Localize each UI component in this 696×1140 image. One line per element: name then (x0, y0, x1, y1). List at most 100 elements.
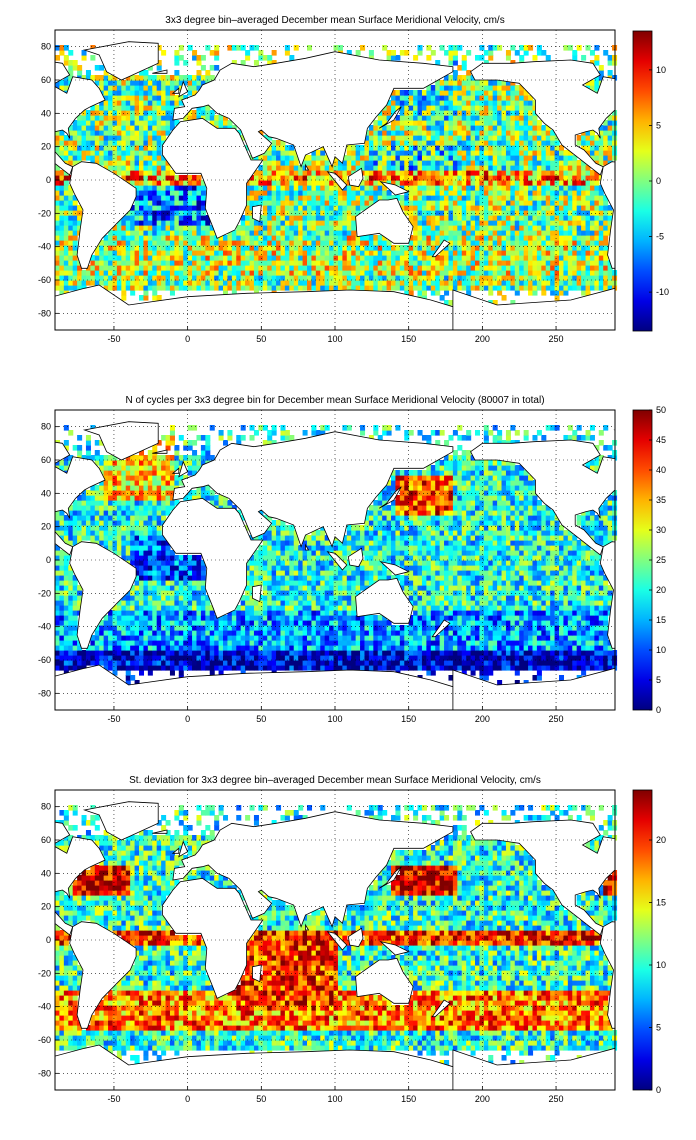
heatmap-cell (152, 175, 158, 181)
heatmap-cell (497, 85, 503, 91)
heatmap-cell (528, 240, 534, 246)
heatmap-cell (187, 270, 193, 276)
heatmap-cell (399, 170, 405, 176)
heatmap-cell (492, 665, 498, 671)
heatmap-cell (134, 230, 140, 236)
heatmap-cell (488, 665, 494, 671)
heatmap-cell (329, 230, 335, 236)
heatmap-cell (528, 665, 534, 671)
heatmap-cell (479, 130, 485, 136)
heatmap-cell (187, 255, 193, 261)
heatmap-cell (161, 115, 167, 121)
heatmap-cell (514, 665, 520, 671)
heatmap-cell (364, 175, 370, 181)
heatmap-cell (200, 250, 206, 256)
heatmap-cell (156, 190, 162, 196)
heatmap-cell (324, 160, 330, 166)
heatmap-cell (240, 245, 246, 251)
heatmap-cell (475, 130, 481, 136)
heatmap-cell (421, 130, 427, 136)
heatmap-cell (585, 170, 591, 176)
heatmap-cell (589, 650, 595, 656)
heatmap-cell (116, 265, 122, 271)
heatmap-cell (536, 155, 542, 161)
heatmap-cell (421, 205, 427, 211)
heatmap-cell (510, 225, 516, 231)
heatmap-cell (541, 280, 547, 286)
heatmap-cell (337, 275, 343, 281)
heatmap-cell (227, 255, 233, 261)
heatmap-cell (532, 205, 538, 211)
heatmap-cell (240, 255, 246, 261)
heatmap-cell (452, 200, 458, 206)
heatmap-cell (399, 270, 405, 276)
heatmap-cell (594, 75, 600, 81)
heatmap-cell (541, 260, 547, 266)
heatmap-cell (90, 270, 96, 276)
heatmap-cell (200, 215, 206, 221)
heatmap-cell (200, 645, 206, 651)
heatmap-cell (183, 215, 189, 221)
heatmap-cell (594, 150, 600, 156)
heatmap-cell (329, 225, 335, 231)
heatmap-cell (223, 115, 229, 121)
heatmap-cell (355, 160, 361, 166)
heatmap-cell (311, 220, 317, 226)
heatmap-cell (298, 270, 304, 276)
heatmap-cell (567, 215, 573, 221)
heatmap-cell (156, 640, 162, 646)
heatmap-cell (444, 180, 450, 186)
heatmap-cell (262, 180, 268, 186)
heatmap-cell (413, 225, 419, 231)
heatmap-cell (364, 240, 370, 246)
heatmap-cell (280, 140, 286, 146)
heatmap-cell (121, 95, 127, 101)
heatmap-cell (373, 255, 379, 261)
heatmap-cell (165, 170, 171, 176)
heatmap-cell (483, 185, 489, 191)
heatmap-cell (581, 280, 587, 286)
heatmap-cell (108, 285, 114, 291)
heatmap-cell (404, 125, 410, 131)
heatmap-cell (532, 265, 538, 271)
heatmap-cell (404, 130, 410, 136)
heatmap-cell (510, 180, 516, 186)
heatmap-cell (108, 270, 114, 276)
heatmap-cell (174, 240, 180, 246)
heatmap-cell (267, 190, 273, 196)
heatmap-cell (333, 275, 339, 281)
heatmap-cell (421, 225, 427, 231)
heatmap-cell (466, 125, 472, 131)
heatmap-cell (289, 240, 295, 246)
heatmap-cell (143, 230, 149, 236)
heatmap-cell (421, 200, 427, 206)
heatmap-cell (169, 650, 175, 656)
heatmap-cell (121, 85, 127, 91)
heatmap-cell (479, 140, 485, 146)
heatmap-cell (413, 120, 419, 126)
heatmap-cell (169, 270, 175, 276)
heatmap-cell (528, 140, 534, 146)
heatmap-cell (435, 165, 441, 171)
heatmap-cell (214, 65, 220, 71)
heatmap-cell (501, 645, 507, 651)
heatmap-cell (218, 245, 224, 251)
heatmap-cell (267, 665, 273, 671)
grid-lines (55, 30, 615, 330)
heatmap-cell (94, 155, 100, 161)
heatmap-cell (572, 260, 578, 266)
heatmap-cell (426, 665, 432, 671)
heatmap-cell (59, 45, 65, 51)
heatmap-cell (68, 650, 74, 656)
heatmap-cell (337, 170, 343, 176)
heatmap-cell (421, 105, 427, 111)
heatmap-cell (147, 165, 153, 171)
heatmap-cell (156, 195, 162, 201)
heatmap-cell (488, 670, 494, 676)
heatmap-cell (183, 255, 189, 261)
heatmap-cell (439, 140, 445, 146)
heatmap-cell (576, 235, 582, 241)
heatmap-cell (156, 60, 162, 66)
heatmap-cell (408, 160, 414, 166)
heatmap-cell (377, 160, 383, 166)
